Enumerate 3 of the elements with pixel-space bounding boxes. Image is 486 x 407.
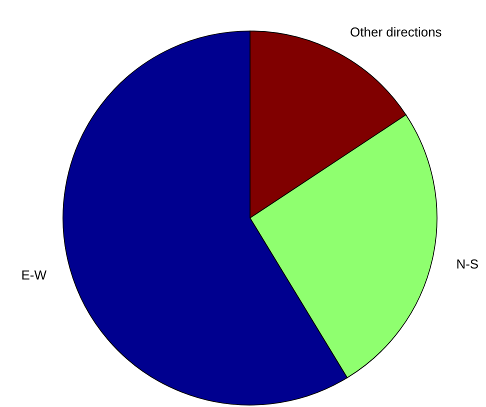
slice-label: N-S bbox=[456, 256, 479, 272]
slice-label: E-W bbox=[21, 268, 48, 283]
slice-label: Other directions bbox=[350, 24, 442, 40]
